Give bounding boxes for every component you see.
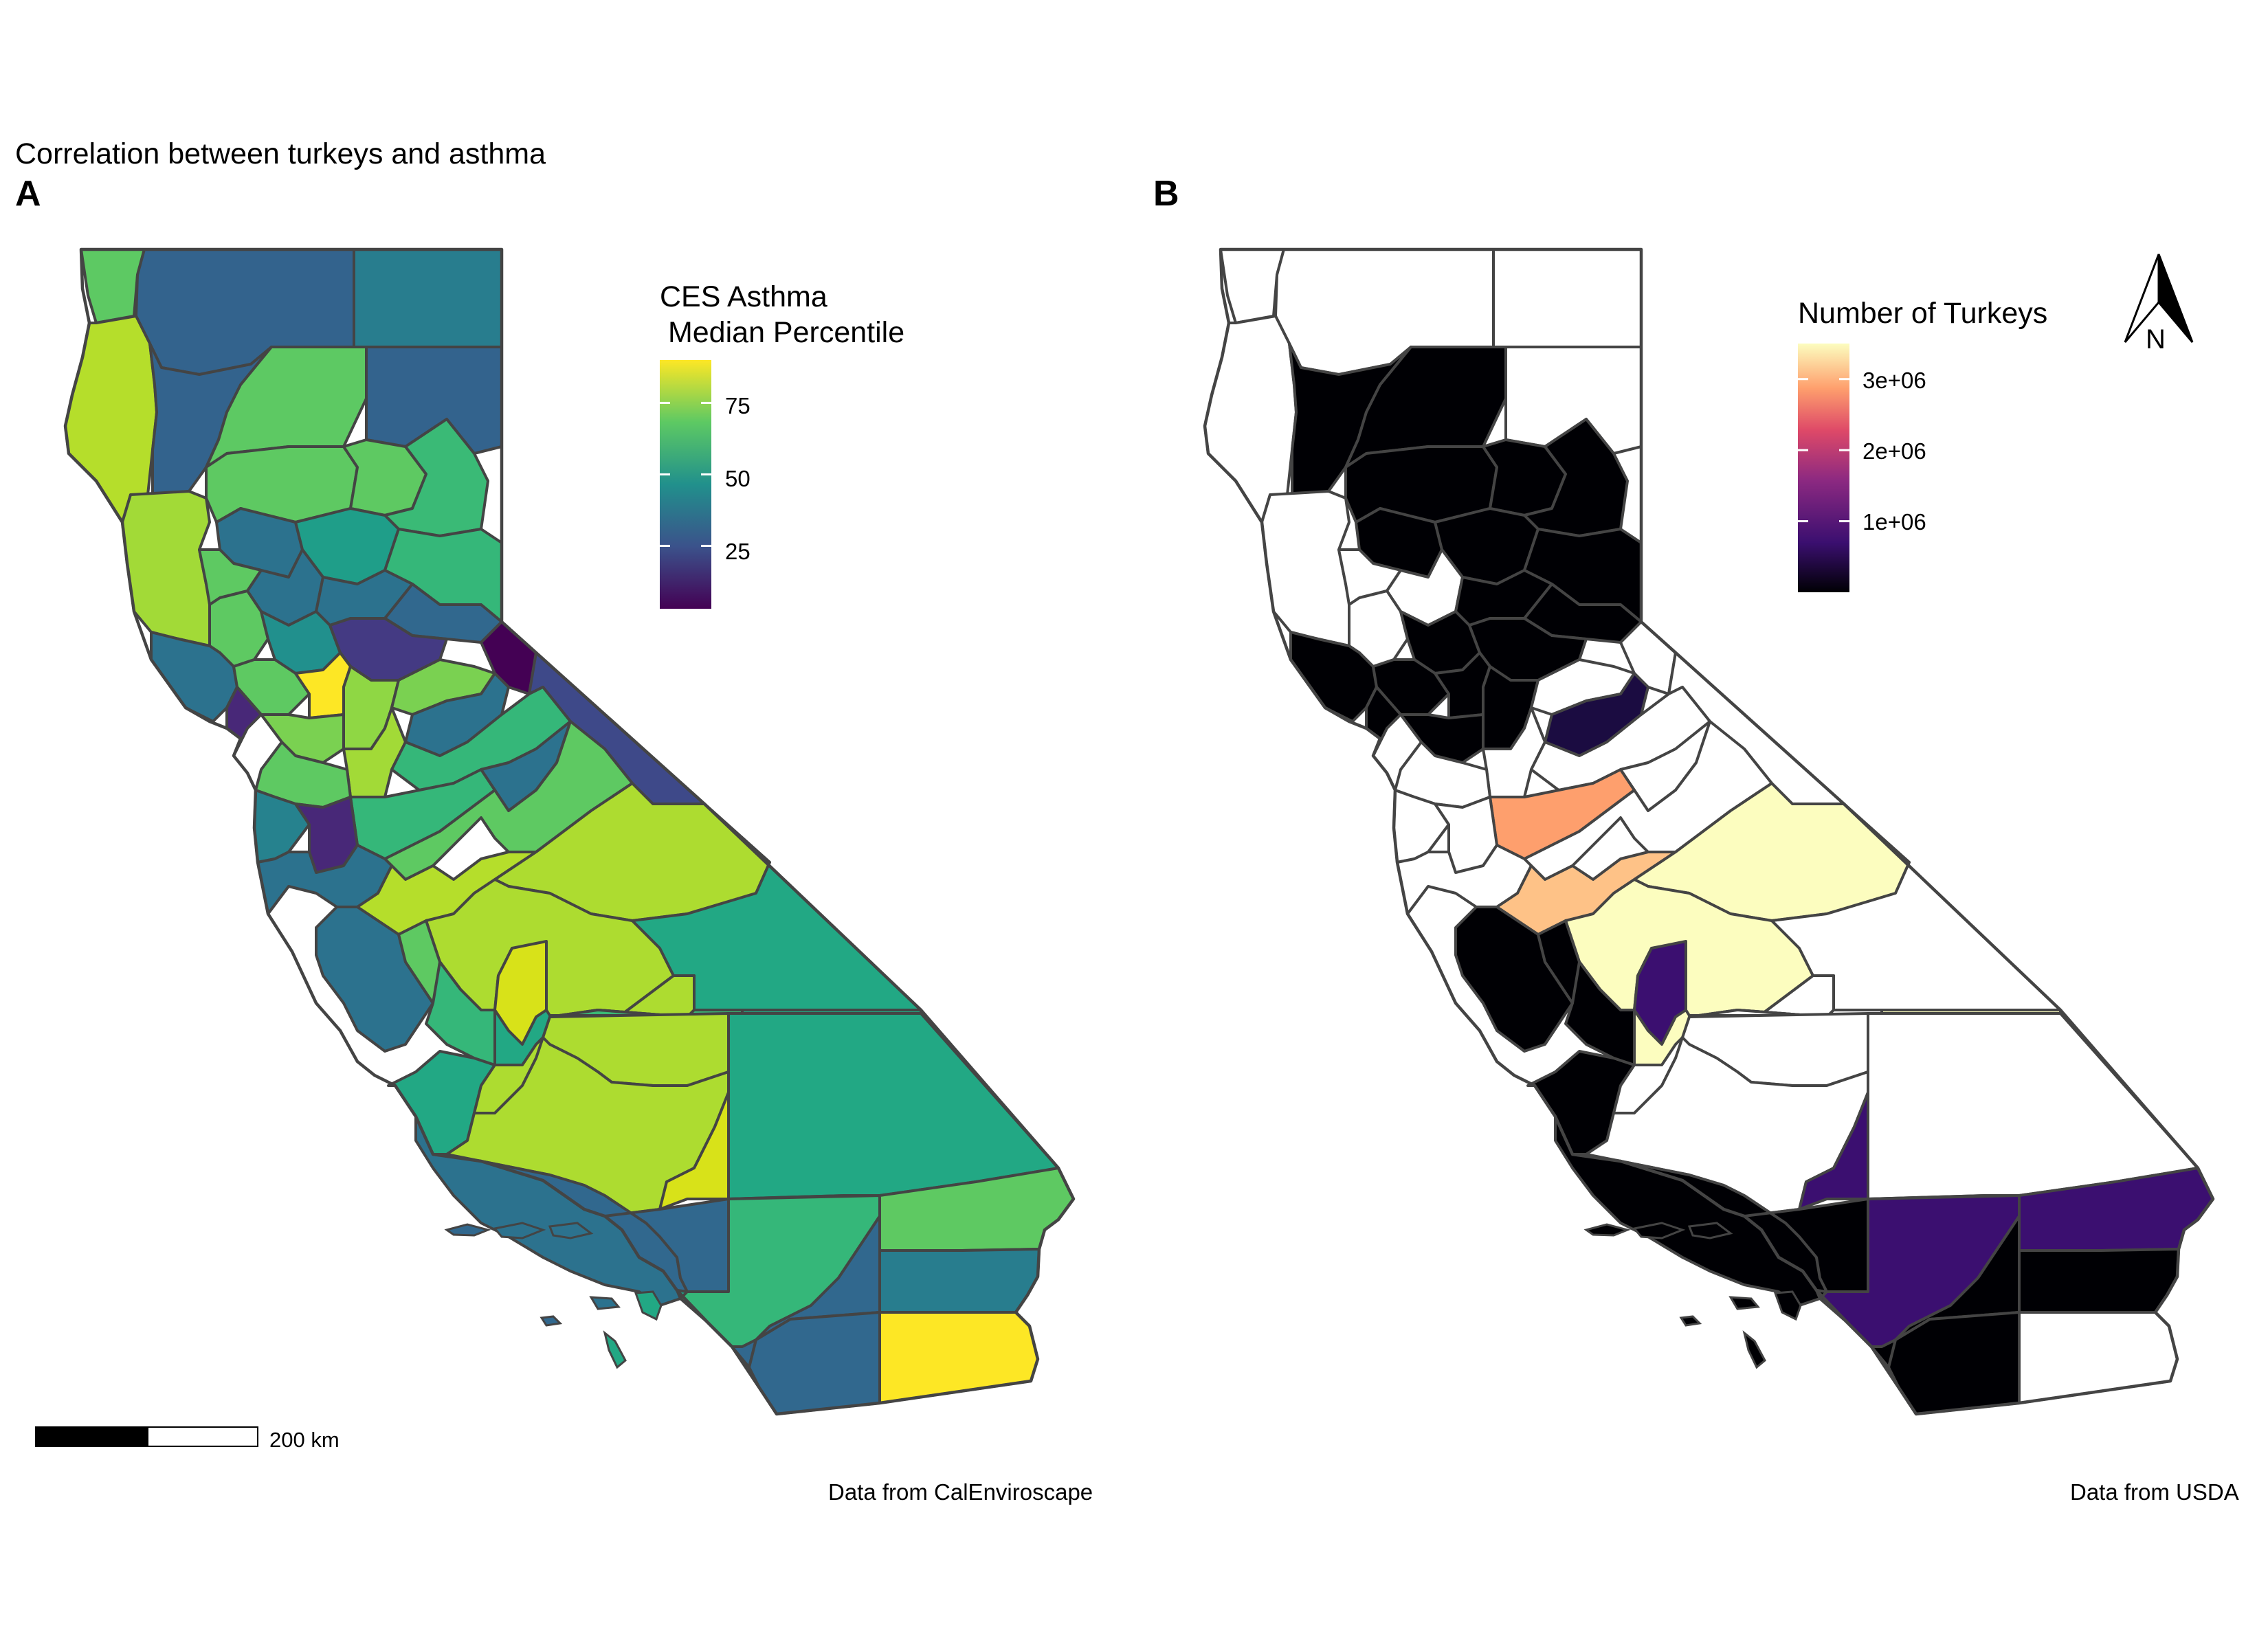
island-region xyxy=(1728,1296,1760,1310)
county-region xyxy=(1798,1091,1869,1211)
legend-b-tick-label: 2e+06 xyxy=(1863,438,1926,464)
panel-a-caption: Data from CalEnviroscape xyxy=(828,1479,1093,1505)
county-region xyxy=(493,940,548,1046)
county-region xyxy=(2018,1311,2179,1404)
legend-b-colorbar xyxy=(1798,344,1849,592)
county-region xyxy=(256,844,393,915)
panel-b-map xyxy=(1203,247,2215,1416)
legend-a-tick-label: 25 xyxy=(725,539,751,564)
island-region xyxy=(1773,1290,1802,1321)
county-region xyxy=(1867,1012,2199,1200)
scale-bar-label: 200 km xyxy=(269,1428,340,1452)
legend-a-colorbar xyxy=(660,360,711,609)
county-region xyxy=(878,1311,1039,1404)
island-region xyxy=(1679,1315,1702,1327)
panel-a-state-outline xyxy=(63,247,1076,1416)
county-region xyxy=(658,1091,730,1211)
county-region xyxy=(1344,445,1498,524)
island-region xyxy=(540,1315,563,1327)
panel-b-counties xyxy=(1203,248,2214,1415)
island-region xyxy=(548,1222,594,1239)
county-region xyxy=(1633,940,1687,1046)
panel-b-tag: B xyxy=(1153,174,1179,214)
county-region xyxy=(727,1012,1060,1200)
county-region xyxy=(80,248,146,324)
panel-a-tag: A xyxy=(15,174,41,214)
legend-b-title: Number of Turkeys xyxy=(1798,297,2048,330)
county-region xyxy=(64,315,158,524)
island-region xyxy=(1583,1223,1631,1237)
panel-b-state-outline xyxy=(1203,247,2215,1416)
county-region xyxy=(878,1248,1041,1314)
legend-b-tick-label: 3e+06 xyxy=(1863,368,1926,393)
legend-a-ticks xyxy=(660,401,711,547)
island-region xyxy=(589,1296,621,1310)
north-arrow-label: N xyxy=(2146,324,2166,355)
scale-bar-white-segment xyxy=(147,1426,258,1447)
county-region xyxy=(2018,1248,2180,1314)
legend-a-title-line1: CES Asthma xyxy=(660,280,827,313)
panel-a-islands xyxy=(444,1222,663,1369)
county-region xyxy=(1203,315,1298,524)
county-region xyxy=(353,248,503,348)
legend-b-tick-label: 1e+06 xyxy=(1863,509,1926,535)
north-arrow-left-half xyxy=(2124,254,2160,343)
figure-title: Correlation between turkeys and asthma xyxy=(15,137,546,170)
island-region xyxy=(1687,1222,1733,1239)
county-region xyxy=(1492,248,1643,348)
scale-bar-black-segment xyxy=(35,1426,148,1447)
county-region xyxy=(1396,844,1533,915)
county-region xyxy=(205,445,359,524)
panel-b-islands xyxy=(1583,1222,1802,1369)
north-arrow-icon xyxy=(2124,254,2194,343)
island-region xyxy=(603,1330,627,1369)
legend-a-gradient xyxy=(660,360,711,609)
county-region xyxy=(1219,248,1285,324)
county-region xyxy=(1564,961,1636,1066)
island-region xyxy=(1632,1222,1686,1239)
county-region xyxy=(1454,906,1574,1053)
north-arrow-right-half xyxy=(2157,254,2194,343)
scale-bar xyxy=(35,1426,258,1447)
panel-a-map xyxy=(63,247,1076,1416)
island-region xyxy=(634,1290,663,1321)
legend-a-title-line2: Median Percentile xyxy=(660,316,905,349)
county-region xyxy=(425,961,496,1066)
panel-b-caption: Data from USDA xyxy=(2070,1479,2239,1505)
county-region xyxy=(315,906,434,1053)
island-region xyxy=(1742,1330,1766,1369)
legend-a-title: CES Asthma Median Percentile xyxy=(660,279,904,350)
legend-a-tick-label: 75 xyxy=(725,393,751,418)
panel-a-counties xyxy=(64,248,1075,1415)
island-region xyxy=(493,1222,546,1239)
legend-b-gradient xyxy=(1798,344,1849,592)
legend-a-tick-label: 50 xyxy=(725,466,751,491)
legend-b-ticks xyxy=(1798,378,1849,523)
island-region xyxy=(444,1223,491,1237)
